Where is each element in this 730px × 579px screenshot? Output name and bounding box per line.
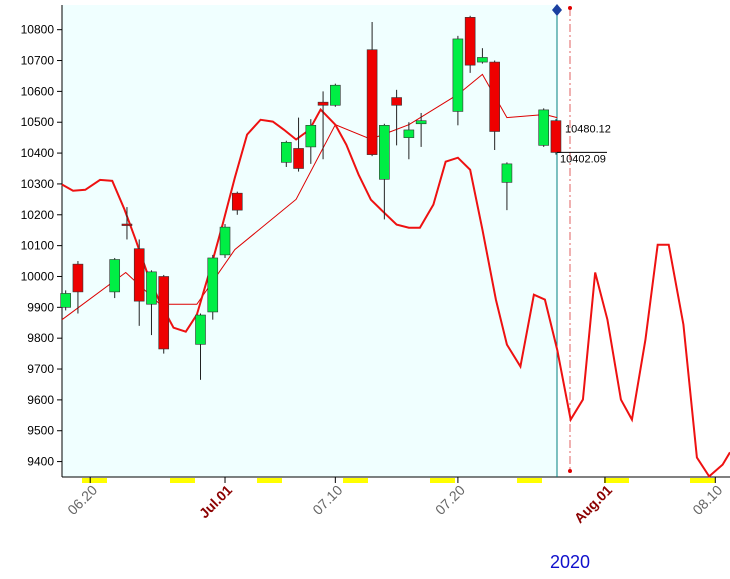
candle-body xyxy=(464,17,476,66)
forecast-marker xyxy=(568,6,572,10)
candle-body xyxy=(415,120,427,125)
candle-body xyxy=(489,61,500,132)
y-tick-label: 9700 xyxy=(27,362,54,376)
year-label: 2020 xyxy=(550,552,590,572)
annotation: 10480.12 xyxy=(565,123,611,135)
annotation: 10402.09 xyxy=(560,153,606,165)
candle-body xyxy=(366,49,378,155)
candle-body xyxy=(501,163,513,183)
candle-body xyxy=(317,101,329,106)
candle-body xyxy=(391,97,402,106)
candle-body xyxy=(403,129,415,138)
candle-body xyxy=(281,141,292,163)
candle-body xyxy=(330,84,341,106)
x-tick-label: Aug.01 xyxy=(571,482,615,526)
candle-body xyxy=(293,148,304,169)
y-tick-label: 9400 xyxy=(27,455,54,469)
candle-body xyxy=(538,109,549,146)
current-marker xyxy=(552,4,562,16)
x-tick-label: 08.10 xyxy=(689,482,725,518)
y-tick-label: 9800 xyxy=(27,331,54,345)
candle-body xyxy=(477,57,488,63)
candle-body xyxy=(452,38,464,112)
candle-body xyxy=(60,293,71,308)
y-tick-label: 9500 xyxy=(27,424,54,438)
y-tick-label: 10400 xyxy=(21,146,55,160)
candle-body xyxy=(379,125,390,180)
y-tick-label: 10600 xyxy=(21,84,55,98)
y-tick-label: 10500 xyxy=(21,115,55,129)
y-tick-label: 10300 xyxy=(21,177,55,191)
y-tick-label: 10200 xyxy=(21,208,55,222)
candle-body xyxy=(146,271,157,305)
candle-body xyxy=(158,276,170,350)
y-tick-label: 9600 xyxy=(27,393,54,407)
candle-body xyxy=(72,263,84,293)
weekend-markers xyxy=(82,478,715,483)
candle-body xyxy=(133,248,145,302)
history-shade xyxy=(62,5,557,477)
candle-body xyxy=(305,125,317,148)
x-tick-label: 06.20 xyxy=(64,482,100,518)
candle-body xyxy=(121,223,133,226)
candle-body xyxy=(231,192,243,211)
candle-body xyxy=(195,314,206,345)
forecast-marker xyxy=(568,469,572,473)
x-tick-label: 07.10 xyxy=(309,482,345,518)
x-tick-label: Jul.01 xyxy=(196,482,236,522)
y-tick-label: 10000 xyxy=(21,269,55,283)
candle-body xyxy=(550,120,562,153)
candle-body xyxy=(207,257,219,313)
candle-body xyxy=(219,226,231,256)
x-tick-label: 07.20 xyxy=(432,482,468,518)
y-tick-label: 9900 xyxy=(27,300,54,314)
line-series xyxy=(61,107,730,478)
y-tick-label: 10800 xyxy=(21,23,55,37)
y-tick-label: 10100 xyxy=(21,239,55,253)
candle-body xyxy=(109,259,121,293)
y-tick-label: 10700 xyxy=(21,54,55,68)
